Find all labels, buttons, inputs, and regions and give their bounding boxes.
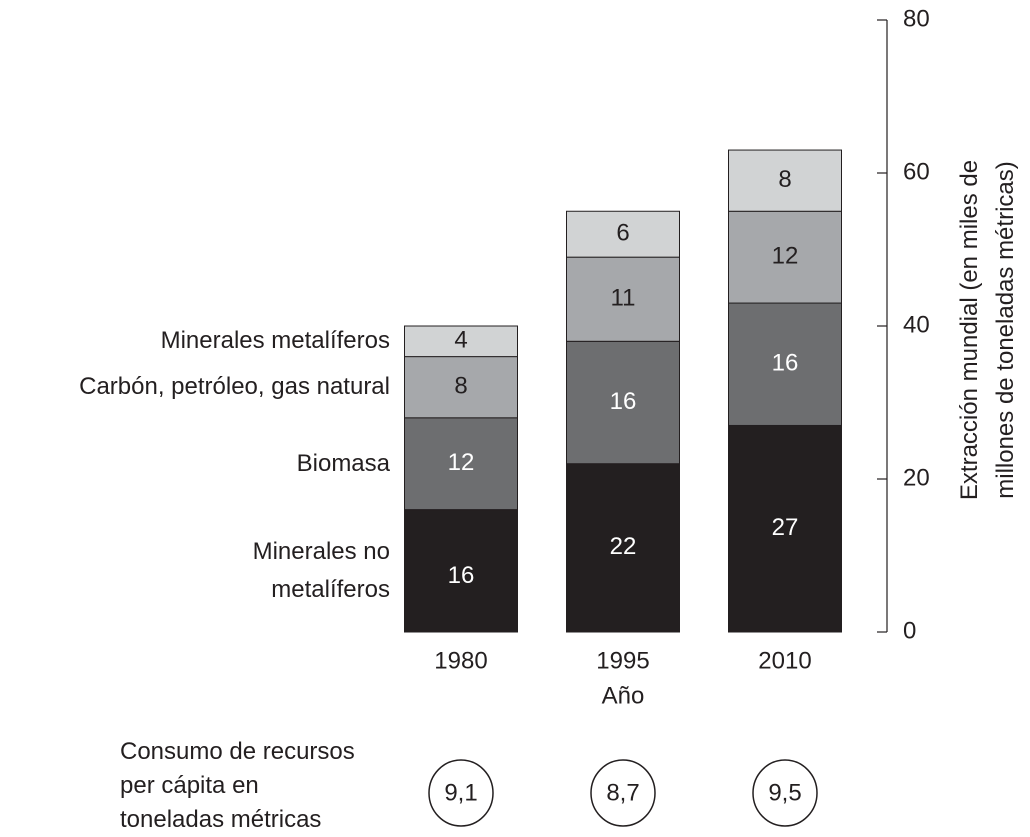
y-tick-label: 20 [903,464,930,491]
x-tick-label: 1980 [434,647,487,674]
x-tick-label: 1995 [596,647,649,674]
data-label: 22 [610,533,637,560]
y-tick-label: 80 [903,5,930,32]
bar-segment [566,256,680,342]
data-label: 16 [610,388,637,415]
per-capita-value: 8,7 [606,779,639,806]
legend-label-box: Minerales no metalíferos [252,537,390,603]
y-tick-label: 40 [903,311,930,338]
legend-label-box: Minerales metalíferos [160,327,390,355]
per-capita-label-box: Consumo de recursos per cápita en tonela… [120,738,355,833]
bar-segment [404,325,518,358]
bar-segment [404,417,518,511]
data-label: 8 [454,373,467,400]
legend-label: Minerales metalíferos [160,327,390,355]
per-capita-value: 9,5 [768,779,801,806]
y-axis-label-box: Extracción mundial (en miles de millones… [956,159,1019,501]
x-tick-label: 2010 [758,647,811,674]
per-capita-circle [428,759,494,827]
y-tick-label: 0 [903,617,916,644]
per-capita-label: Consumo de recursos per cápita en tonela… [120,738,355,833]
bar-segment [566,210,680,258]
bar-segment [566,463,680,633]
data-label: 8 [778,166,791,193]
bar-segment [404,356,518,419]
legend-label: Biomasa [296,449,390,477]
legend-label: Carbón, petróleo, gas natural [79,373,390,401]
data-label: 16 [772,350,799,377]
y-tick-label: 60 [903,158,930,185]
x-axis-label: Año [602,682,645,709]
data-label: 16 [448,562,475,589]
y-axis-label: Extracción mundial (en miles de millones… [956,159,1019,501]
per-capita-circle [752,759,818,827]
per-capita-circle [590,759,656,827]
data-label: 6 [616,220,629,247]
bar-segment [728,302,842,426]
per-capita-value: 9,1 [444,779,477,806]
bar-segment [728,149,842,212]
legend-label-box: Biomasa [296,449,390,477]
data-label: 27 [772,514,799,541]
data-label: 4 [454,327,467,354]
data-label: 12 [448,449,475,476]
legend-label: Minerales no metalíferos [252,537,390,603]
bar-segment [566,340,680,465]
bar-segment [728,424,842,633]
data-label: 11 [611,285,636,312]
bar-segment [404,509,518,633]
data-label: 12 [772,242,799,269]
bar-segment [728,210,842,304]
legend-label-box: Carbón, petróleo, gas natural [79,373,390,401]
